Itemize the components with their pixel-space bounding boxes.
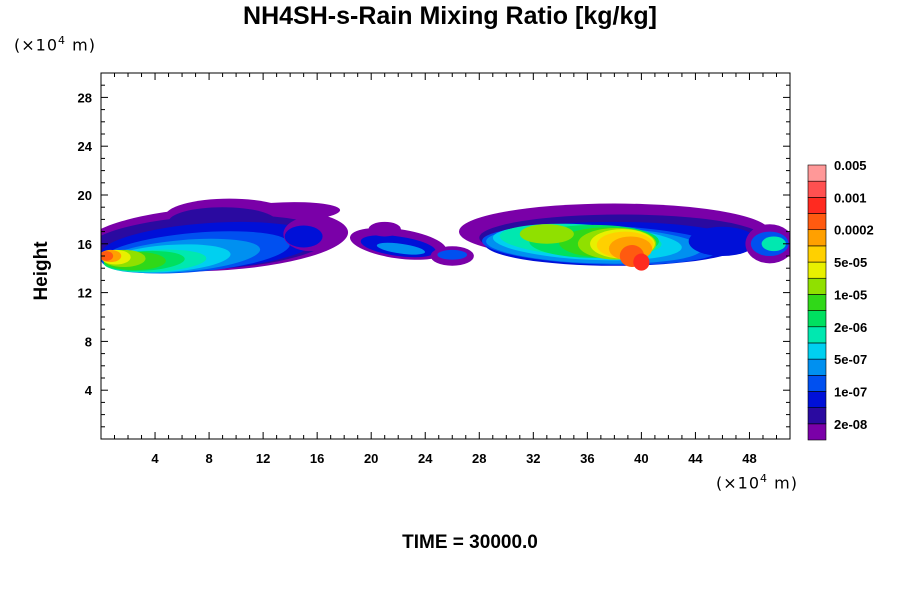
colorbar-swatch [807, 213, 827, 231]
colorbar-swatch [807, 294, 827, 311]
colorbar-swatch [807, 407, 827, 425]
x-tick-label: 12 [256, 451, 270, 466]
x-tick-label: 4 [151, 451, 159, 466]
colorbar-label: 0.0002 [834, 223, 874, 238]
colorbar-label: 5e-05 [834, 255, 867, 270]
chart-title: NH4SH-s-Rain Mixing Ratio [kg/kg] [243, 2, 657, 30]
time-label: TIME = 30000.0 [402, 532, 538, 553]
field-cell [284, 225, 323, 248]
colorbar-swatch [807, 310, 827, 328]
field-cell [437, 249, 468, 260]
colorbar-swatch [807, 229, 827, 247]
colorbar-label: 2e-06 [834, 320, 867, 335]
colorbar-swatch [807, 326, 827, 344]
y-tick-label: 16 [78, 237, 92, 252]
colorbar-swatch [807, 358, 827, 376]
colorbar-label: 2e-08 [834, 417, 867, 432]
x-axis: 4 8 12 16 20 24 28 32 36 40 44 48 [114, 73, 777, 466]
colorbar-swatch [807, 342, 827, 360]
colorbar-label: 1e-07 [834, 384, 867, 399]
colorbar-label: 0.001 [834, 190, 867, 205]
y-tick-label: 4 [85, 383, 93, 398]
y-axis: 4 8 12 16 20 24 28 [78, 84, 790, 428]
field-cell [633, 253, 650, 271]
field-cell [101, 251, 114, 261]
x-tick-label: 28 [472, 451, 486, 466]
x-tick-label: 8 [205, 451, 212, 466]
colorbar-swatch [807, 261, 827, 279]
y-axis-unit: (×104 m) [14, 34, 96, 55]
x-tick-label: 32 [526, 451, 540, 466]
x-axis-unit: (×104 m) [716, 472, 798, 493]
y-tick-label: 20 [78, 188, 92, 203]
y-tick-label: 24 [78, 139, 93, 154]
field-cell [519, 224, 574, 244]
colorbar-swatch [807, 391, 827, 408]
x-tick-label: 44 [688, 451, 703, 466]
colorbar-swatch [807, 374, 827, 392]
x-tick-label: 36 [580, 451, 594, 466]
colorbar-swatch [807, 164, 827, 182]
colorbar-swatch [807, 197, 827, 214]
colorbar-label: 5e-07 [834, 352, 867, 367]
x-tick-label: 16 [310, 451, 324, 466]
x-tick-label: 20 [364, 451, 378, 466]
colorbar: 2e-08 1e-07 5e-07 2e-06 1e-05 5e-05 0.0002 0.00… [807, 158, 874, 441]
colorbar-swatch [807, 180, 827, 198]
field-cell [376, 242, 426, 255]
y-tick-label: 28 [78, 90, 92, 105]
x-tick-label: 24 [418, 451, 433, 466]
field-cell [761, 236, 786, 252]
field-cell [688, 226, 757, 256]
colorbar-swatch [807, 423, 827, 441]
field-cell [368, 221, 401, 237]
x-tick-label: 48 [742, 451, 756, 466]
rain-field [101, 198, 790, 274]
colorbar-label: 0.005 [834, 158, 867, 173]
x-tick-label: 40 [634, 451, 648, 466]
colorbar-swatch [807, 245, 827, 263]
y-tick-label: 8 [85, 334, 92, 349]
y-tick-label: 12 [78, 286, 92, 301]
colorbar-swatch [807, 277, 827, 295]
colorbar-label: 1e-05 [834, 287, 867, 302]
